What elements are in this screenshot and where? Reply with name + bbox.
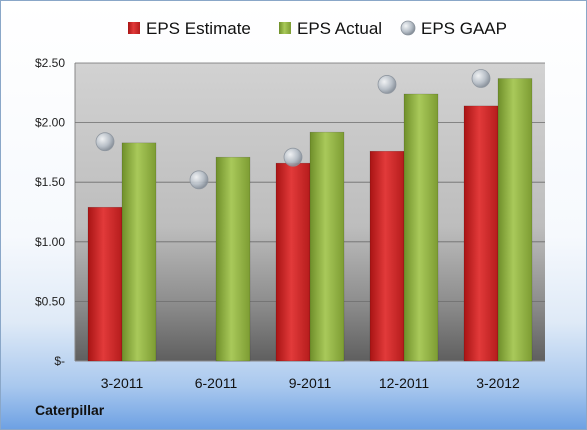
legend-swatch-actual — [279, 22, 291, 34]
x-tick-label: 6-2011 — [195, 375, 238, 391]
bars — [87, 78, 533, 362]
y-tick-label: $1.00 — [35, 235, 65, 249]
legend: EPS Estimate EPS Actual EPS GAAP — [128, 19, 507, 38]
y-tick-labels: $- $0.50 $1.00 $1.50 $2.00 $2.50 — [35, 56, 65, 368]
x-tick-label: 3-2012 — [476, 375, 520, 391]
legend-item-gaap: EPS GAAP — [400, 19, 507, 38]
legend-label-estimate: EPS Estimate — [146, 19, 251, 38]
gaap-marker — [283, 147, 303, 167]
bar-actual — [497, 78, 533, 362]
bar-actual — [121, 142, 157, 362]
legend-label-actual: EPS Actual — [297, 19, 382, 38]
bar-actual — [215, 156, 251, 362]
gaap-marker — [377, 75, 397, 94]
gaap-markers — [95, 69, 491, 190]
bar-estimate — [275, 162, 311, 362]
x-tick-labels: 3-2011 6-2011 9-2011 12-2011 3-2012 — [101, 375, 520, 391]
bar-estimate — [369, 150, 405, 362]
bar-actual — [403, 93, 439, 362]
y-tick-label: $1.50 — [35, 175, 65, 189]
y-tick-label: $2.50 — [35, 56, 65, 70]
legend-item-actual: EPS Actual — [279, 19, 382, 38]
x-tick-label: 9-2011 — [289, 375, 332, 391]
legend-swatch-estimate — [128, 22, 140, 34]
gaap-marker — [471, 69, 491, 88]
y-tick-label: $0.50 — [35, 294, 65, 308]
gaap-marker — [95, 132, 115, 152]
bar-estimate — [463, 105, 499, 362]
legend-item-estimate: EPS Estimate — [128, 19, 251, 38]
bar-actual — [309, 131, 345, 362]
x-tick-label: 12-2011 — [379, 375, 430, 391]
bar-estimate — [87, 206, 123, 362]
y-tick-label: $- — [54, 354, 65, 368]
legend-label-gaap: EPS GAAP — [421, 19, 507, 38]
x-tick-label: 3-2011 — [101, 375, 144, 391]
company-label: Caterpillar — [35, 402, 105, 418]
gaap-marker — [189, 170, 209, 190]
y-tick-label: $2.00 — [35, 116, 65, 130]
legend-swatch-gaap — [400, 20, 416, 36]
